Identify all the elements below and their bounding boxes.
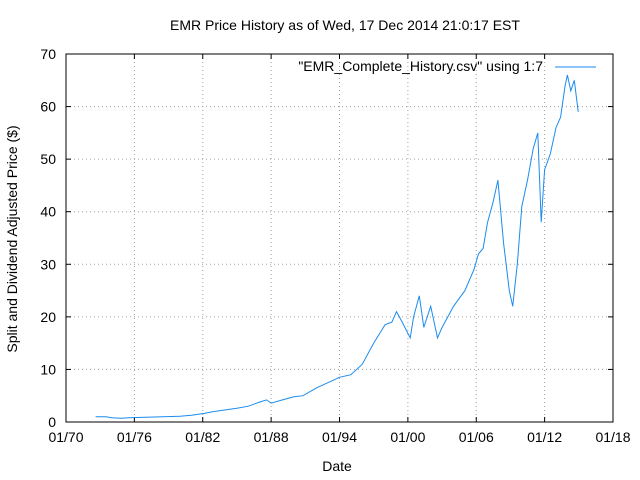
x-tick-label: 01/82 [185, 429, 220, 445]
y-tick-label: 70 [40, 46, 56, 62]
legend-label: "EMR_Complete_History.csv" using 1:7 [298, 58, 543, 74]
y-axis-label: Split and Dividend Adjusted Price ($) [4, 125, 20, 352]
y-tick-label: 40 [40, 204, 56, 220]
x-axis-label: Date [322, 458, 352, 474]
chart-title: EMR Price History as of Wed, 17 Dec 2014… [170, 17, 520, 33]
x-tick-label: 01/00 [390, 429, 425, 445]
legend: "EMR_Complete_History.csv" using 1:7 [298, 58, 596, 74]
y-tick-label: 30 [40, 256, 56, 272]
axis-tick-labels: 01/70 01/76 01/82 01/88 01/94 01/00 01/06 01/12… [40, 46, 630, 445]
y-tick-label: 10 [40, 361, 56, 377]
x-tick-label: 01/88 [254, 429, 289, 445]
x-tick-label: 01/76 [117, 429, 152, 445]
x-tick-label: 01/70 [48, 429, 83, 445]
x-tick-label: 01/06 [459, 429, 494, 445]
axis-ticks [65, 53, 614, 423]
series-line [95, 74, 579, 419]
y-tick-label: 60 [40, 99, 56, 115]
x-tick-label: 01/94 [322, 429, 357, 445]
y-tick-label: 20 [40, 309, 56, 325]
x-tick-label: 01/18 [595, 429, 630, 445]
x-tick-label: 01/12 [527, 429, 562, 445]
y-tick-label: 0 [48, 414, 56, 430]
y-tick-label: 50 [40, 151, 56, 167]
grid-lines [66, 54, 613, 422]
